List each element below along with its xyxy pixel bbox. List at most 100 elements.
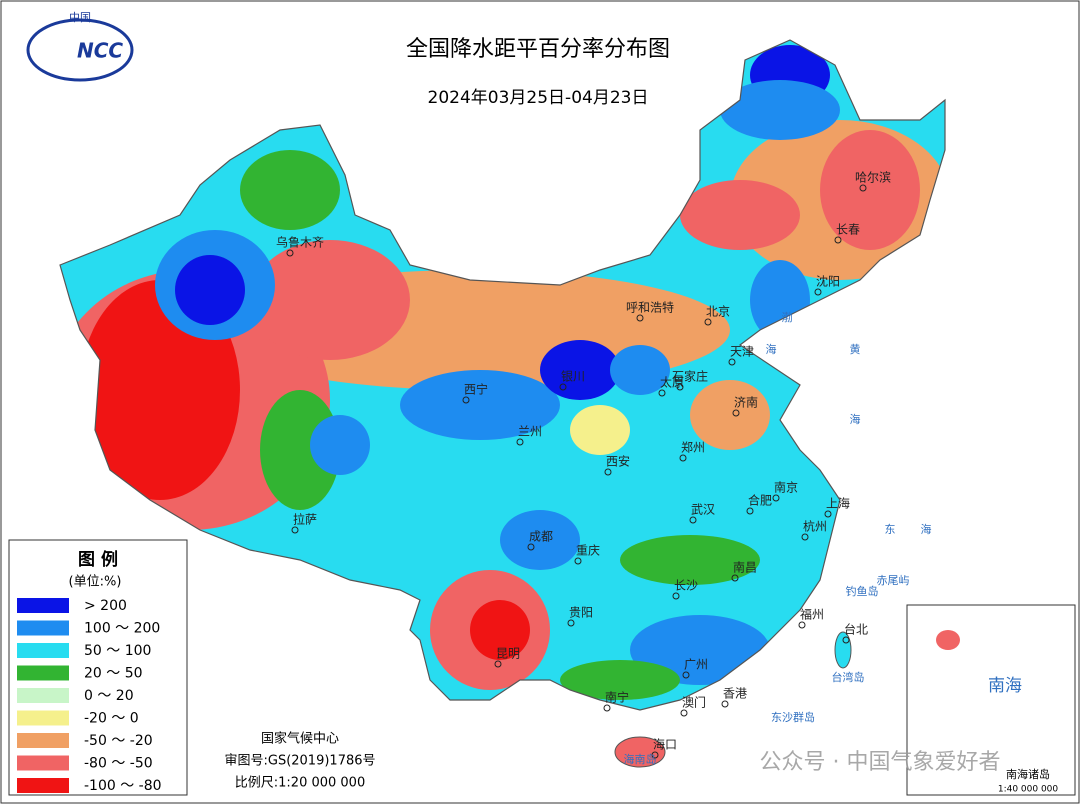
city-label: 合肥: [748, 493, 772, 508]
city-marker: [721, 700, 729, 708]
legend-label: 20 ～ 50: [84, 666, 143, 682]
place-label: 赤尾屿: [877, 574, 910, 587]
city-marker: [680, 709, 688, 717]
city-marker: [604, 468, 612, 476]
legend-label: -20 ～ 0: [84, 711, 139, 727]
footer-scale: 比例尺:1:20 000 000: [235, 776, 365, 791]
city-marker: [291, 526, 299, 534]
city-label: 台北: [844, 622, 868, 637]
city-marker: [814, 288, 822, 296]
legend-swatch: [17, 665, 69, 681]
footer-approval: 审图号:GS(2019)1786号: [224, 754, 375, 769]
city-marker: [672, 592, 680, 600]
place-label: 东沙群岛: [771, 710, 815, 724]
city-marker: [834, 236, 842, 244]
city-marker: [732, 409, 740, 417]
city-marker: [462, 396, 470, 404]
legend-swatch: [17, 755, 69, 771]
legend-label: -50 ～ -20: [84, 733, 153, 749]
city-marker: [574, 557, 582, 565]
place-label: 海: [921, 522, 932, 536]
city-marker: [516, 438, 524, 446]
city-label: 郑州: [681, 440, 705, 455]
city-label: 海口: [653, 737, 677, 752]
footer-agency: 国家气候中心: [261, 731, 339, 747]
city-label: 拉萨: [293, 512, 317, 527]
city-marker: [824, 510, 832, 518]
logo-text: NCC: [77, 39, 123, 63]
hainan: [614, 736, 666, 768]
city-label: 西宁: [464, 382, 488, 397]
city-marker: [494, 660, 502, 668]
legend-label: 50 ～ 100: [84, 643, 151, 659]
city-label: 济南: [734, 395, 758, 410]
legend-swatch: [17, 733, 69, 748]
city-label: 北京: [706, 305, 730, 319]
place-label: 钓鱼岛: [846, 584, 879, 598]
city-marker: [731, 574, 739, 582]
city-marker: [728, 358, 736, 366]
city-label: 呼和浩特: [626, 300, 674, 315]
city-marker: [801, 533, 809, 541]
city-marker: [746, 507, 754, 515]
city-marker: [676, 383, 684, 391]
inset-hainan: [936, 630, 960, 650]
legend-title: 图 例: [78, 549, 118, 570]
place-label: 海南岛: [624, 752, 657, 766]
logo-ring: [26, 18, 134, 82]
place-label: 东: [885, 523, 896, 536]
city-marker: [286, 249, 294, 257]
city-marker: [679, 454, 687, 462]
legend-label: > 200: [84, 598, 127, 614]
city-label: 沈阳: [816, 274, 840, 289]
legend-label: 100 ～ 200: [84, 621, 160, 637]
inset-caption: 南海诸岛: [1006, 767, 1050, 781]
city-marker: [704, 318, 712, 326]
city-label: 太原: [660, 375, 684, 390]
city-label: 南京: [774, 480, 798, 495]
city-label: 哈尔滨: [855, 170, 891, 185]
city-label: 澳门: [682, 695, 706, 710]
city-label: 成都: [529, 530, 553, 544]
city-marker: [658, 389, 666, 397]
legend-swatch: [17, 620, 69, 636]
city-marker: [636, 314, 644, 322]
city-label: 昆明: [496, 647, 520, 661]
city-label: 上海: [826, 496, 850, 511]
place-label: 海: [850, 412, 861, 426]
city-label: 福州: [800, 607, 824, 622]
city-label: 天津: [730, 345, 754, 359]
city-marker: [689, 516, 697, 524]
place-label: 海: [766, 342, 777, 356]
city-label: 兰州: [518, 425, 542, 439]
legend-unit: (单位:%): [69, 575, 122, 590]
city-label: 杭州: [803, 519, 827, 534]
subtitle: 2024年03月25日-04月23日: [428, 88, 649, 108]
city-marker: [651, 751, 659, 759]
place-label: 台湾岛: [832, 670, 865, 684]
inset-scale: 1:40 000 000: [998, 785, 1059, 795]
legend-swatch: [17, 643, 69, 658]
city-label: 长沙: [674, 579, 698, 593]
city-label: 南宁: [605, 690, 629, 705]
city-marker: [603, 704, 611, 712]
city-marker: [842, 636, 850, 644]
legend-swatch: [17, 598, 69, 613]
inset-box: [906, 604, 1076, 796]
city-label: 武汉: [691, 503, 715, 517]
place-label: 黄: [850, 342, 861, 356]
logo: 中国 NCC: [26, 11, 134, 82]
city-label: 银川: [561, 370, 585, 384]
watermark: 公众号 · 中国气象爱好者: [760, 750, 1001, 775]
legend-swatch: [17, 710, 69, 726]
legend-label: -80 ～ -50: [84, 756, 153, 772]
place-label: 渤: [782, 311, 793, 324]
title: 全国降水距平百分率分布图: [406, 37, 670, 62]
city-marker: [682, 671, 690, 679]
footer: 国家气候中心 审图号:GS(2019)1786号 比例尺:1:20 000 00…: [224, 731, 375, 791]
inset-title: 南海: [988, 676, 1022, 696]
city-label: 香港: [723, 687, 747, 701]
